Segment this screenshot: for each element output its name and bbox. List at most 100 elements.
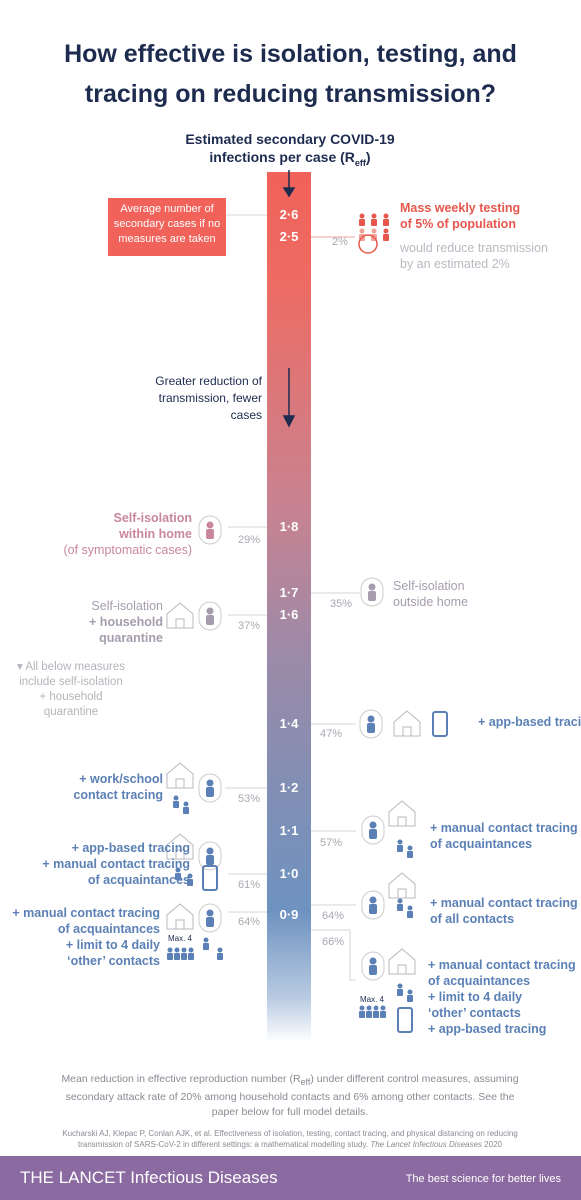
small-head <box>397 839 403 845</box>
person-icon <box>359 709 383 739</box>
scale-label: 1·7 <box>279 585 299 600</box>
measure-title: + manual contact tracing <box>428 958 576 972</box>
measure-title: + household <box>89 615 163 629</box>
measure-title: + app-based tracing <box>428 1022 547 1036</box>
person-body <box>369 965 377 975</box>
person-body <box>368 591 376 601</box>
phone-icon <box>202 865 218 891</box>
person-head <box>369 821 377 829</box>
reduction: 61% <box>238 879 261 891</box>
small-body <box>183 807 189 814</box>
small-body <box>359 1011 365 1018</box>
small-head <box>203 937 209 943</box>
scale-label: 2·6 <box>279 207 299 222</box>
small-head <box>217 947 223 953</box>
reduction: 37% <box>238 620 261 632</box>
phone-icon <box>432 711 448 737</box>
reduction: 29% <box>238 534 261 546</box>
small-head <box>407 905 413 911</box>
scale-label: 1·4 <box>279 716 299 731</box>
person-icon <box>198 903 222 933</box>
house-icon <box>166 762 194 789</box>
note-text: All below measures include self-isolatio… <box>19 661 126 718</box>
footnote: Mean reduction in effective reproduction… <box>60 1072 520 1120</box>
person-icon <box>198 601 222 631</box>
person-body <box>206 529 214 539</box>
person-icon <box>198 841 222 871</box>
small-head <box>181 947 187 953</box>
small-body <box>397 989 403 996</box>
small-head <box>183 801 189 807</box>
small-head <box>383 228 389 234</box>
axis-title-text: infections per case (R <box>209 149 355 165</box>
small-head <box>359 228 365 234</box>
measure-title: + app-based tracing <box>71 841 190 855</box>
scale-bar <box>267 172 311 1042</box>
person-icon <box>360 577 384 607</box>
measure-title: Mass weekly testing <box>400 201 521 215</box>
small-body <box>380 1011 386 1018</box>
citation-journal: The Lancet Infectious Diseases <box>370 1140 482 1149</box>
small-body <box>359 219 365 226</box>
suffix: ) <box>365 149 371 165</box>
person-icon <box>198 773 222 803</box>
measure-title: of acquaintances <box>87 873 190 887</box>
person-body <box>369 904 377 914</box>
scale-label: 2·5 <box>279 229 299 244</box>
small-body <box>371 219 377 226</box>
small-body <box>407 851 413 858</box>
measure-title: of acquaintances <box>428 974 531 988</box>
scale-label: 1·1 <box>279 823 299 838</box>
connectors <box>225 214 360 981</box>
measure-title: + limit to 4 daily <box>428 990 523 1004</box>
axis-title-line: Estimated secondary COVID-19 <box>185 131 395 147</box>
person-icon <box>361 815 385 845</box>
reduction: 35% <box>330 598 353 610</box>
brand: THE LANCET Infectious Diseases <box>20 1168 278 1187</box>
axis-title-line: infections per case (Reff) <box>140 148 440 172</box>
reduction: 2% <box>332 236 348 248</box>
footnote-text: ) under different control measures, assu… <box>65 1073 519 1119</box>
small-body <box>203 943 209 950</box>
small-head <box>383 213 389 219</box>
house-icon <box>388 800 416 827</box>
small-body <box>397 904 403 911</box>
small-head <box>173 795 179 801</box>
measure-title: + app-based tracing <box>478 715 581 729</box>
scale-label: 1·2 <box>279 780 299 795</box>
icons <box>166 170 448 1033</box>
person-head <box>368 583 376 591</box>
house-icon <box>166 833 194 860</box>
tagline: The best science for better lives <box>405 1173 561 1185</box>
person-head <box>206 847 214 855</box>
citation-text: Kucharski AJ, Klepac P, Conlan AJK, et a… <box>62 1129 518 1149</box>
measure-title: Self-isolation <box>393 579 465 593</box>
magnifier <box>358 234 378 254</box>
limit-label: Max. 4 <box>168 934 193 943</box>
house-icon <box>388 872 416 899</box>
person-body <box>369 829 377 839</box>
footnote-text: Mean reduction in effective reproduction… <box>61 1073 301 1085</box>
small-head <box>167 947 173 953</box>
small-body <box>407 911 413 918</box>
reduction: 53% <box>238 793 261 805</box>
small-body <box>173 801 179 808</box>
measure-title: outside home <box>393 595 469 609</box>
measure-title: of acquaintances <box>430 837 533 851</box>
measure-title: + limit to 4 daily <box>65 938 160 952</box>
house-icon <box>166 903 194 930</box>
measure-title: + manual contact tracing <box>430 896 578 910</box>
measure-title: of 5% of population <box>400 217 516 231</box>
person-head <box>206 909 214 917</box>
small-head <box>397 983 403 989</box>
house-icon <box>388 948 416 975</box>
title: How effective is isolation, testing, and… <box>0 34 581 114</box>
title-line: How effective is isolation, testing, and <box>64 40 517 68</box>
reduction: 64% <box>322 910 345 922</box>
scale-label: 1·6 <box>279 607 299 622</box>
small-head <box>373 1005 379 1011</box>
small-body <box>383 219 389 226</box>
subscript: eff <box>300 1077 311 1088</box>
reduction: 47% <box>320 728 343 740</box>
